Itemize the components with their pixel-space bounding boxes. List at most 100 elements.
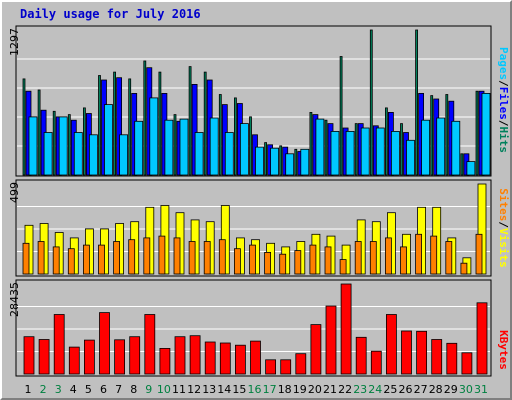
bar-sites-day-19 <box>294 250 302 275</box>
bar-sites-day-3 <box>52 246 60 275</box>
bar-kbytes-day-1 <box>23 336 35 375</box>
bar-pages-day-3 <box>58 116 68 176</box>
bar-hits-day-7 <box>113 71 116 176</box>
bar-kbytes-day-6 <box>99 312 110 375</box>
bar-kbytes-day-17 <box>265 359 277 375</box>
bar-kbytes-day-14 <box>219 342 231 375</box>
legend-visits: Visits <box>497 228 510 268</box>
bar-sites-day-11 <box>173 237 181 275</box>
bar-sites-day-8 <box>128 239 136 275</box>
x-tick-label: 2 <box>40 383 47 396</box>
x-tick-label: 6 <box>100 383 107 396</box>
bar-pages-day-27 <box>421 119 431 176</box>
x-tick-label: 22 <box>338 383 352 396</box>
x-tick-label: 5 <box>85 383 92 396</box>
bar-pages-day-22 <box>345 130 355 176</box>
bar-kbytes-day-16 <box>250 340 261 375</box>
bar-pages-day-20 <box>315 118 325 176</box>
x-tick-label: 29 <box>444 383 458 396</box>
bar-pages-day-6 <box>104 104 113 176</box>
bar-sites-day-31 <box>475 233 483 275</box>
bar-kbytes-day-21 <box>325 305 337 375</box>
bar-pages-day-2 <box>43 132 53 176</box>
bar-pages-day-4 <box>73 132 83 176</box>
bar-kbytes-day-5 <box>84 339 95 375</box>
bar-hits-day-27 <box>415 29 419 176</box>
legend-sites: Sites <box>497 188 510 221</box>
bar-sites-day-13 <box>203 241 211 275</box>
bar-kbytes-day-23 <box>355 336 367 375</box>
bar-kbytes-day-10 <box>159 347 171 375</box>
bar-kbytes-day-9 <box>144 314 156 375</box>
bar-kbytes-day-28 <box>431 339 443 375</box>
bar-sites-day-27 <box>415 233 423 275</box>
bar-sites-day-29 <box>445 241 453 275</box>
bar-sites-day-7 <box>113 241 120 275</box>
bar-hits-day-2 <box>37 89 41 176</box>
x-tick-label: 3 <box>55 383 62 396</box>
bar-files-day-7 <box>116 77 122 176</box>
bar-sites-day-4 <box>67 248 75 275</box>
x-tick-label: 28 <box>429 383 443 396</box>
bar-kbytes-day-31 <box>476 302 488 375</box>
bar-sites-day-12 <box>188 241 196 275</box>
x-tick-label: 1 <box>25 383 32 396</box>
bar-sites-day-14 <box>218 239 226 275</box>
x-tick-label: 30 <box>459 383 473 396</box>
legend-sep-2: / <box>497 120 510 127</box>
bar-pages-day-15 <box>239 123 249 176</box>
x-tick-label: 11 <box>172 383 186 396</box>
x-tick-label: 31 <box>474 383 488 396</box>
bar-kbytes-day-2 <box>38 339 50 375</box>
bar-hits-day-14 <box>218 94 222 176</box>
bar-sites-day-9 <box>143 237 151 275</box>
bar-kbytes-day-4 <box>68 346 80 375</box>
x-tick-label: 17 <box>263 383 277 396</box>
bars <box>22 29 491 375</box>
bar-pages-day-21 <box>330 130 340 176</box>
bar-pages-day-18 <box>285 153 295 176</box>
bar-pages-day-28 <box>436 117 446 176</box>
x-axis-labels: 1 2 3 4 5 6 7 8 9 10 11 12 13 14 15 16 17 18 19 20 21 22 23 24 2… <box>25 383 489 396</box>
x-tick-label: 25 <box>383 383 397 396</box>
x-tick-label: 15 <box>232 383 246 396</box>
bar-pages-day-26 <box>406 139 415 176</box>
bar-hits-day-4 <box>67 114 71 176</box>
bar-hits-day-12 <box>188 66 192 176</box>
bar-hits-day-22 <box>339 56 343 176</box>
bar-pages-day-14 <box>224 132 234 176</box>
x-tick-label: 23 <box>353 383 367 396</box>
bar-kbytes-day-25 <box>385 314 397 375</box>
panel-bottom-ymax-label: 28435 <box>8 282 21 317</box>
bar-sites-day-25 <box>384 237 392 275</box>
legend-bottom: KBytes <box>497 330 510 370</box>
bar-sites-day-6 <box>98 244 105 275</box>
panel-top-ymax-label: 1297 <box>8 28 21 56</box>
bar-hits-day-26 <box>400 123 403 176</box>
x-tick-label: 16 <box>248 383 262 396</box>
x-tick-label: 24 <box>368 383 382 396</box>
bar-sites-day-23 <box>354 241 362 275</box>
bar-kbytes-day-26 <box>401 330 412 375</box>
x-tick-label: 27 <box>414 383 428 396</box>
x-tick-label: 7 <box>115 383 122 396</box>
bar-sites-day-17 <box>264 251 272 275</box>
bar-kbytes-day-20 <box>310 324 322 375</box>
panel-middle-ymax-label: 499 <box>8 182 21 203</box>
legend-files: Files <box>497 87 510 120</box>
bar-sites-day-30 <box>460 262 468 275</box>
bar-files-day-12 <box>191 84 198 176</box>
bar-sites-day-28 <box>430 235 438 275</box>
bar-hits-day-9 <box>143 60 147 176</box>
x-tick-label: 21 <box>323 383 337 396</box>
bar-hits-day-28 <box>430 95 434 176</box>
bar-sites-day-16 <box>249 244 256 275</box>
bar-pages-day-23 <box>360 127 370 176</box>
bar-kbytes-day-18 <box>280 359 292 375</box>
bar-pages-day-19 <box>300 148 310 176</box>
bar-hits-day-20 <box>309 112 313 176</box>
legend-middle: Sites/Visits <box>497 188 510 268</box>
bar-hits-day-8 <box>128 78 132 176</box>
x-tick-label: 4 <box>70 383 77 396</box>
x-tick-label: 26 <box>399 383 413 396</box>
